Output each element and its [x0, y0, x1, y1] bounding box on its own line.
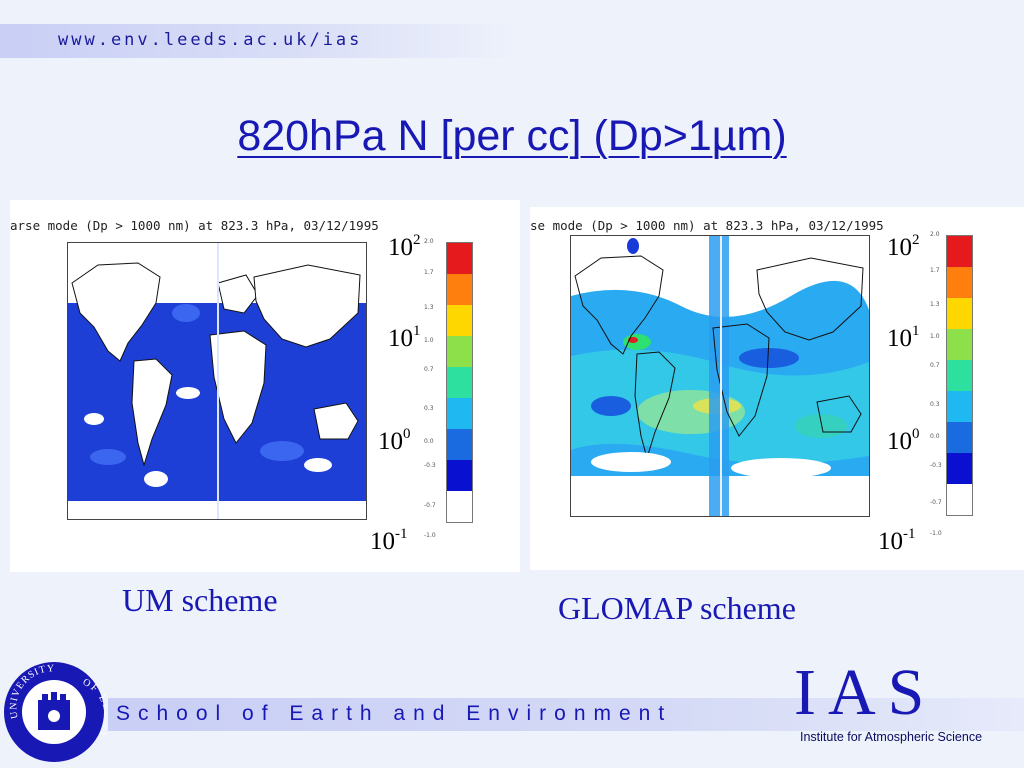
- colorbar-swatch: [447, 367, 472, 398]
- glomap-power-label-1: 101: [887, 323, 920, 352]
- school-name: School of Earth and Environment: [116, 702, 673, 725]
- colorbar-swatch: [947, 391, 972, 422]
- um-power-label-1: 101: [388, 323, 421, 352]
- colorbar-tick: 0.0: [424, 438, 434, 445]
- colorbar-swatch: [447, 336, 472, 367]
- colorbar-tick: -0.3: [424, 462, 436, 469]
- glomap-map-field: [571, 236, 869, 516]
- um-colorbar: [446, 242, 473, 523]
- um-power-label-2: 102: [388, 232, 421, 261]
- colorbar-swatch: [447, 398, 472, 429]
- colorbar-swatch: [947, 329, 972, 360]
- colorbar-tick: 1.3: [424, 304, 434, 311]
- colorbar-swatch: [947, 422, 972, 453]
- colorbar-swatch: [447, 460, 472, 491]
- um-figure-panel: arse mode (Dp > 1000 nm) at 823.3 hPa, 0…: [10, 200, 520, 572]
- glomap-power-label-2: 102: [887, 232, 920, 261]
- colorbar-tick: -0.7: [930, 499, 942, 506]
- colorbar-tick: 1.7: [930, 267, 940, 274]
- colorbar-tick: 1.0: [424, 337, 434, 344]
- colorbar-swatch: [947, 267, 972, 298]
- colorbar-tick: 0.7: [424, 366, 434, 373]
- glomap-figure-panel: se mode (Dp > 1000 nm) at 823.3 hPa, 03/…: [530, 207, 1024, 570]
- colorbar-tick: 2.0: [930, 231, 940, 238]
- um-map: [67, 242, 367, 520]
- colorbar-swatch: [447, 243, 472, 274]
- header-url: www.env.leeds.ac.uk/ias: [58, 30, 363, 50]
- glomap-map: [570, 235, 870, 517]
- colorbar-tick: 1.3: [930, 301, 940, 308]
- glomap-caption: GLOMAP scheme: [558, 590, 796, 626]
- colorbar-swatch: [447, 429, 472, 460]
- colorbar-tick: 0.3: [930, 401, 940, 408]
- colorbar-tick: 0.7: [930, 362, 940, 369]
- colorbar-tick: -0.3: [930, 462, 942, 469]
- colorbar-tick: 0.0: [930, 433, 940, 440]
- colorbar-tick: -1.0: [930, 530, 942, 537]
- glomap-colorbar: [946, 235, 973, 516]
- colorbar-swatch: [447, 305, 472, 336]
- um-map-header: arse mode (Dp > 1000 nm) at 823.3 hPa, 0…: [10, 218, 379, 233]
- um-power-label-0: 100: [378, 426, 411, 455]
- slide-title: 820hPa N [per cc] (Dp>1µm): [237, 112, 787, 160]
- header-bar: [0, 24, 520, 58]
- ias-full-name: Institute for Atmospheric Science: [800, 730, 983, 744]
- ias-logo-text: IAS: [794, 656, 937, 729]
- colorbar-swatch: [947, 453, 972, 484]
- colorbar-swatch: [447, 274, 472, 305]
- um-power-label-minus1: 10-1: [370, 526, 408, 555]
- colorbar-tick: 0.3: [424, 405, 434, 412]
- um-caption: UM scheme: [122, 582, 278, 618]
- um-map-field: [68, 243, 366, 519]
- footer-bar: [108, 698, 1024, 731]
- university-of-leeds-logo: UNIVERSITY OF LEEDS: [4, 662, 106, 762]
- colorbar-tick: -0.7: [424, 502, 436, 509]
- glomap-map-header: se mode (Dp > 1000 nm) at 823.3 hPa, 03/…: [530, 218, 884, 233]
- colorbar-tick: 2.0: [424, 238, 434, 245]
- colorbar-swatch: [947, 360, 972, 391]
- glomap-power-label-minus1: 10-1: [878, 526, 916, 555]
- colorbar-swatch: [947, 236, 972, 267]
- glomap-power-label-0: 100: [887, 426, 920, 455]
- colorbar-swatch: [447, 491, 472, 522]
- colorbar-tick: 1.0: [930, 333, 940, 340]
- colorbar-tick: 1.7: [424, 269, 434, 276]
- colorbar-tick: -1.0: [424, 532, 436, 539]
- colorbar-swatch: [947, 298, 972, 329]
- colorbar-swatch: [947, 484, 972, 515]
